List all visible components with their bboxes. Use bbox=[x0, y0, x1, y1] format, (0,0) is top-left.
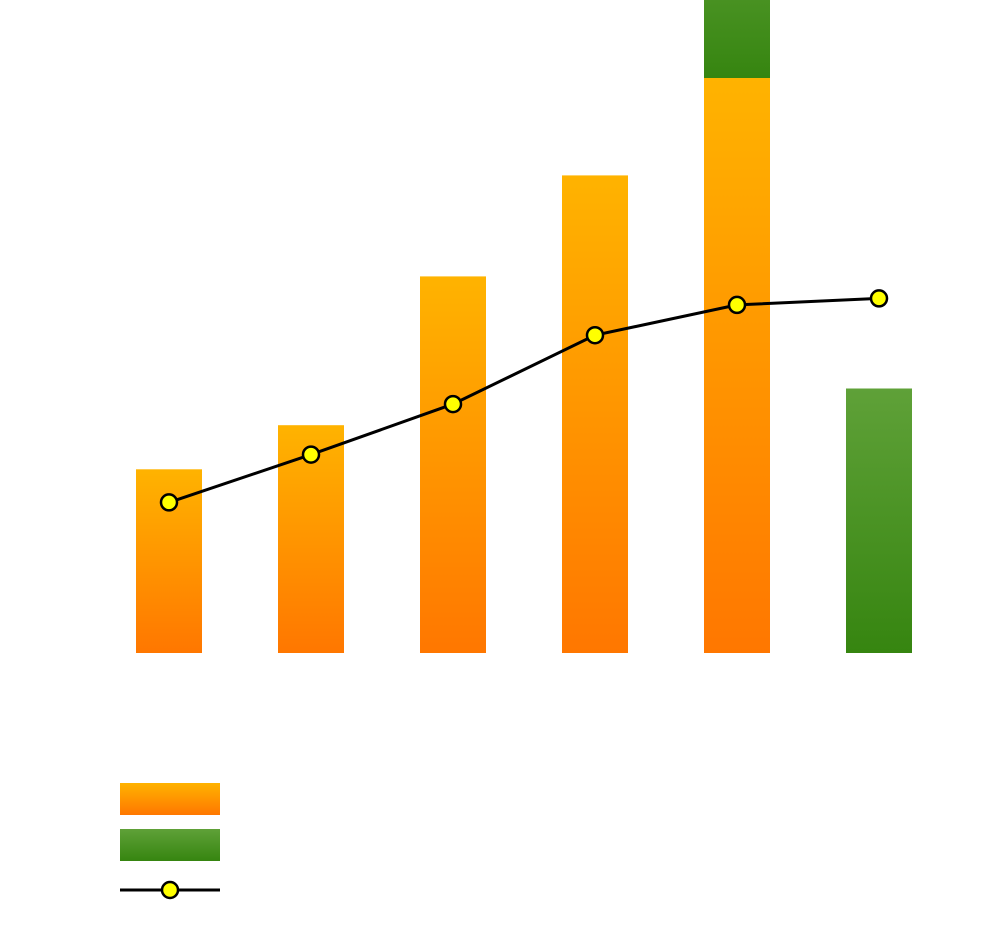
line-marker-4 bbox=[585, 325, 605, 345]
bar-series-1-4 bbox=[562, 175, 628, 653]
bar-series-2-6 bbox=[846, 388, 912, 653]
plot-area: 893 bbox=[136, 0, 912, 653]
bar-series-1-5 bbox=[704, 78, 770, 653]
line-series-3 bbox=[168, 296, 880, 504]
legend-swatch-series-2 bbox=[120, 829, 220, 861]
line-marker-5 bbox=[727, 295, 747, 315]
line-marker-3 bbox=[443, 394, 463, 414]
line-marker-6 bbox=[869, 289, 889, 308]
line-marker-2 bbox=[301, 445, 321, 464]
legend bbox=[120, 783, 220, 900]
line-marker-1 bbox=[159, 493, 179, 512]
legend-swatch-series-3-marker bbox=[160, 880, 180, 900]
bar-series-2-5 bbox=[704, 0, 770, 78]
bar-series-1-3 bbox=[420, 276, 486, 653]
legend-swatch-series-1 bbox=[120, 783, 220, 815]
